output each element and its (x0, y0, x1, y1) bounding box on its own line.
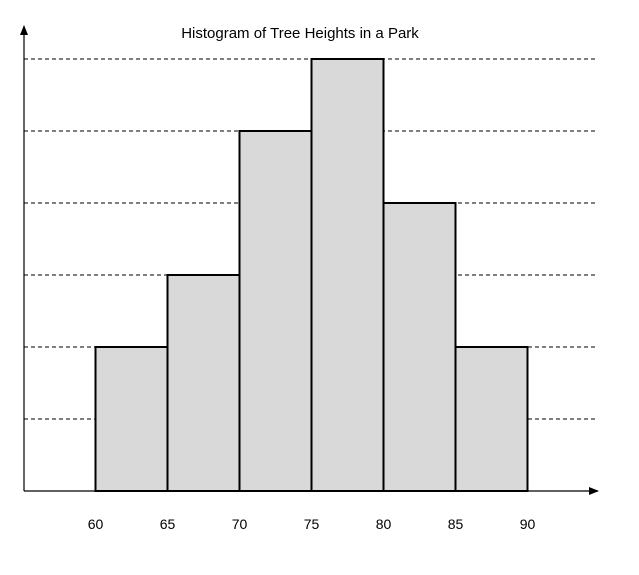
x-tick-label: 90 (520, 516, 536, 532)
histogram-bar (454, 346, 529, 492)
chart-title: Histogram of Tree Heights in a Park (181, 25, 419, 42)
histogram-bar (94, 346, 169, 492)
bars (94, 58, 529, 492)
x-tick-label: 65 (160, 516, 176, 532)
histogram-bar (382, 202, 457, 492)
x-tick-label: 85 (448, 516, 464, 532)
x-tick-label: 80 (376, 516, 392, 532)
histogram-bar (310, 58, 385, 492)
x-tick-label: 60 (88, 516, 104, 532)
histogram-bar (166, 274, 241, 492)
x-tick-labels: 60 65 70 75 80 85 90 (88, 516, 536, 532)
x-tick-label: 70 (232, 516, 248, 532)
x-tick-label: 75 (304, 516, 320, 532)
histogram-bar (238, 130, 313, 492)
